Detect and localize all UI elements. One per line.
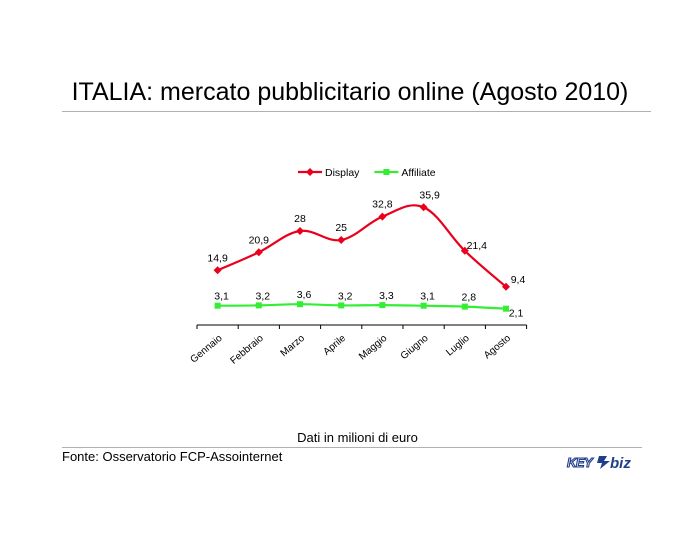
- data-point-display: [378, 212, 387, 221]
- data-point-display: [337, 236, 346, 244]
- data-label-display: 9,4: [511, 274, 526, 286]
- line-chart: Display Affiliate 14,9 20,9 28 25 32,8 35,9 21,…: [188, 167, 528, 367]
- units-footnote: Dati in milioni di euro: [297, 430, 418, 445]
- svg-text:KEY: KEY: [567, 455, 594, 470]
- data-label-display: 25: [335, 222, 347, 234]
- legend-marker: [383, 169, 390, 175]
- data-label-affiliate: 3,3: [379, 290, 394, 302]
- legend-marker: [306, 168, 314, 176]
- x-tick-label-giugno: Giugno: [399, 333, 431, 362]
- data-point-display: [419, 203, 428, 212]
- data-label-display: 32,8: [372, 199, 393, 211]
- data-point-affiliate: [297, 301, 303, 308]
- data-label-affiliate: 3,2: [255, 290, 270, 302]
- data-point-display: [460, 246, 469, 255]
- data-label-affiliate: 3,6: [297, 289, 312, 301]
- data-point-affiliate: [503, 305, 509, 312]
- data-point-display: [296, 227, 304, 235]
- data-point-affiliate: [461, 303, 468, 310]
- data-label-display: 28: [294, 213, 306, 225]
- data-point-affiliate: [420, 302, 427, 309]
- data-point-affiliate: [214, 302, 221, 309]
- footer-divider: [62, 447, 642, 448]
- legend-label: Affiliate: [401, 167, 435, 179]
- data-label-display: 35,9: [419, 189, 440, 201]
- chart-legend: Display Affiliate: [298, 167, 436, 179]
- data-label-affiliate: 3,1: [420, 291, 435, 303]
- x-tick-label-gennaio: Gennaio: [188, 333, 224, 366]
- x-tick-label-luglio: Luglio: [444, 333, 472, 359]
- source-note: Fonte: Osservatorio FCP-Assointernet: [62, 449, 283, 464]
- data-label-display: 21,4: [467, 240, 488, 252]
- x-tick-label-febbraio: Febbraio: [228, 333, 266, 367]
- legend-item-affiliate: Affiliate: [374, 167, 436, 179]
- series-affiliate: 3,1 3,2 3,6 3,2 3,3 3,1 2,8 2,1: [214, 289, 523, 320]
- data-label-display: 14,9: [207, 252, 228, 264]
- slide-title: ITALIA: mercato pubblicitario online (Ag…: [71, 78, 629, 106]
- x-tick-label-agosto: Agosto: [482, 333, 513, 362]
- x-tick-label-aprile: Aprile: [321, 333, 348, 358]
- x-tick-labels: Gennaio Febbraio Marzo Aprile Maggio Giugno Lu…: [188, 333, 513, 367]
- key4biz-logo: KEY biz: [566, 454, 631, 472]
- data-label-display: 20,9: [249, 234, 270, 246]
- title-divider: [62, 111, 651, 112]
- data-label-affiliate: 3,1: [214, 291, 229, 303]
- data-point-display: [213, 266, 222, 275]
- x-tick-label-marzo: Marzo: [279, 333, 308, 360]
- data-label-affiliate: 2,1: [509, 308, 524, 320]
- data-point-display: [502, 282, 510, 291]
- legend-label: Display: [325, 167, 360, 179]
- data-point-affiliate: [338, 302, 345, 309]
- data-label-affiliate: 2,8: [461, 292, 476, 304]
- data-point-affiliate: [255, 302, 262, 309]
- svg-text:biz: biz: [610, 455, 631, 472]
- legend-item-display: Display: [298, 167, 360, 179]
- x-axis-ticks: [196, 325, 528, 329]
- data-label-affiliate: 3,2: [338, 290, 353, 302]
- series-line-display: [217, 204, 507, 288]
- data-point-display: [254, 248, 263, 257]
- x-tick-label-maggio: Maggio: [357, 333, 390, 363]
- series-display: 14,9 20,9 28 25 32,8 35,9 21,4 9,4: [207, 189, 526, 291]
- data-point-affiliate: [379, 302, 386, 309]
- series-line-affiliate: [217, 303, 507, 310]
